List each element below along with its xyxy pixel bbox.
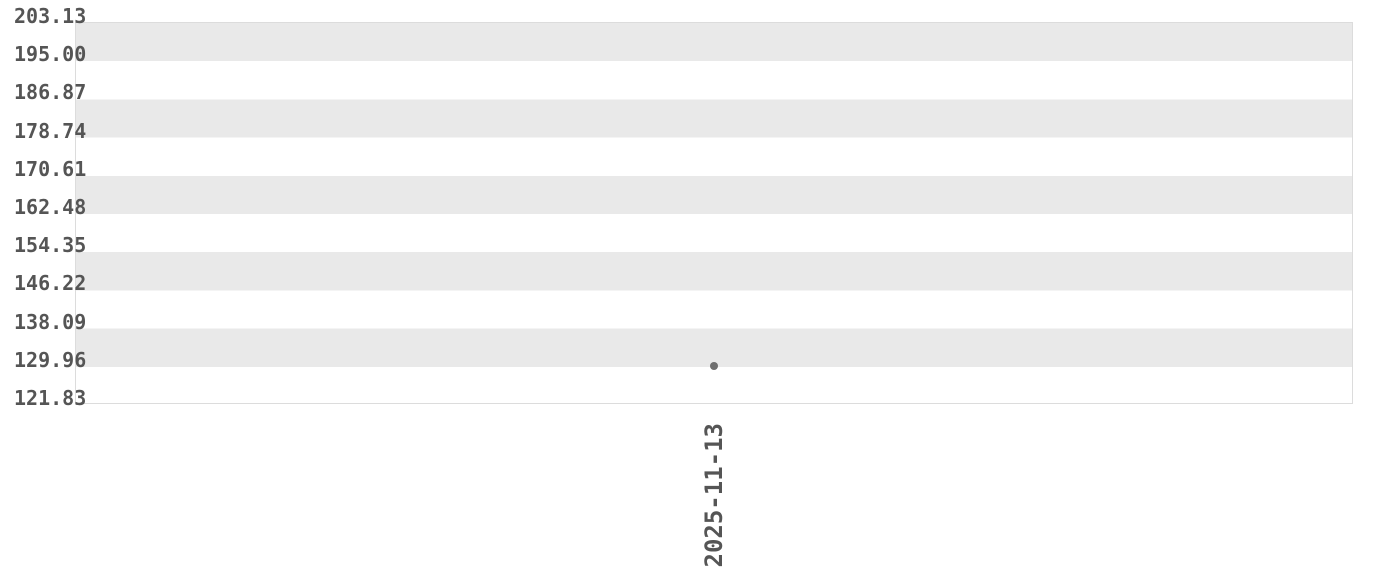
y-axis-tick-label: 138.09 xyxy=(14,309,87,334)
y-axis-tick-label: 146.22 xyxy=(14,271,87,296)
y-axis-tick-label: 162.48 xyxy=(14,195,87,219)
data-point xyxy=(710,362,718,371)
plot-area xyxy=(75,22,1353,404)
y-axis-tick-label: 178.74 xyxy=(14,118,87,143)
y-axis-tick-label: 203.13 xyxy=(14,4,87,28)
y-axis-tick-label: 154.35 xyxy=(14,233,87,258)
y-axis-tick-label: 186.87 xyxy=(14,80,87,105)
y-axis-tick-label: 195.00 xyxy=(14,42,87,67)
y-axis-tick-label: 121.83 xyxy=(14,386,87,410)
y-axis-tick-label: 129.96 xyxy=(14,347,87,372)
x-axis-tick-label: 2025-11-13 xyxy=(699,423,728,568)
y-axis-tick-label: 170.61 xyxy=(14,156,87,181)
